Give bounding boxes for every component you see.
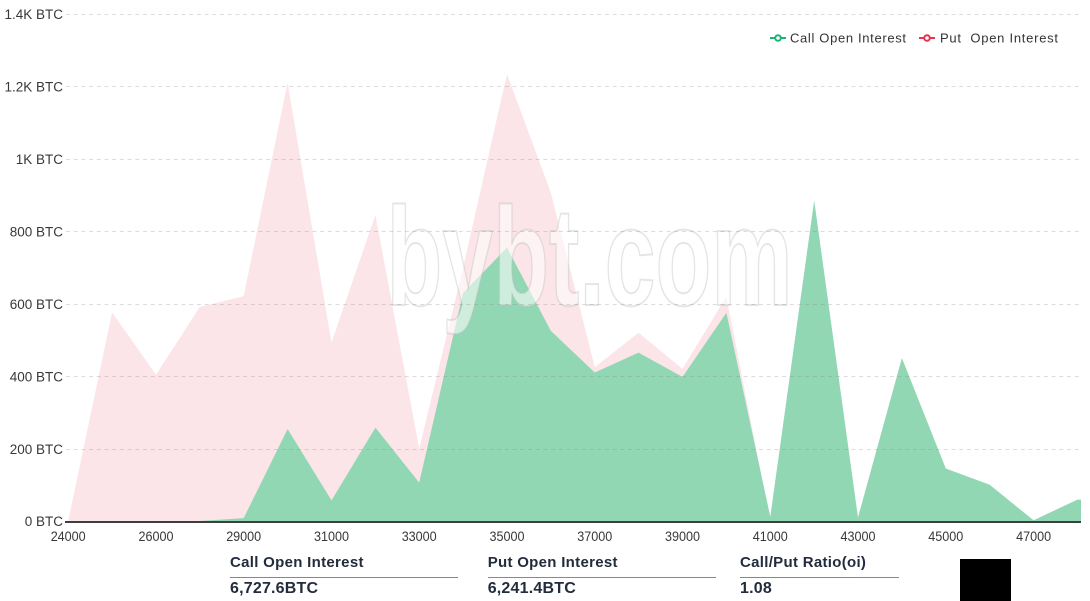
svg-text:29000: 29000 [226, 529, 261, 544]
svg-text:0 BTC: 0 BTC [25, 514, 64, 529]
svg-text:bybt.com: bybt.com [387, 178, 793, 335]
svg-text:1.2K BTC: 1.2K BTC [4, 79, 63, 94]
svg-text:200 BTC: 200 BTC [10, 442, 64, 457]
svg-text:1.4K BTC: 1.4K BTC [4, 7, 63, 22]
svg-text:47000: 47000 [1016, 529, 1051, 544]
svg-text:39000: 39000 [665, 529, 700, 544]
svg-text:37000: 37000 [577, 529, 612, 544]
svg-text:31000: 31000 [314, 529, 349, 544]
svg-text:600 BTC: 600 BTC [10, 297, 64, 312]
svg-text:1K BTC: 1K BTC [16, 152, 64, 167]
svg-text:26000: 26000 [139, 529, 174, 544]
svg-text:41000: 41000 [753, 529, 788, 544]
svg-text:Call Open Interest: Call Open Interest [790, 31, 906, 46]
svg-text:800 BTC: 800 BTC [10, 224, 64, 239]
svg-text:Put Open Interest: Put Open Interest [940, 31, 1058, 46]
svg-text:35000: 35000 [490, 529, 525, 544]
svg-text:24000: 24000 [51, 529, 86, 544]
svg-text:33000: 33000 [402, 529, 437, 544]
svg-text:45000: 45000 [928, 529, 963, 544]
svg-text:43000: 43000 [841, 529, 876, 544]
svg-text:400 BTC: 400 BTC [10, 369, 64, 384]
